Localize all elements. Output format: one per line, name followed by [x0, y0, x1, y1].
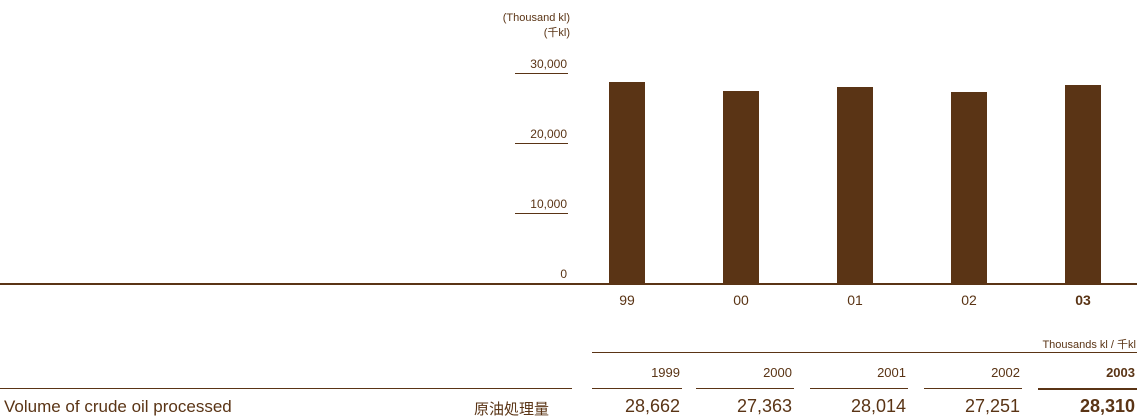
bar-99: [609, 82, 645, 283]
y-tick-rule: [515, 143, 568, 144]
y-unit-label-jp: (千kl): [543, 27, 570, 39]
y-tick-rule: [515, 73, 568, 74]
column-header-rule: [1038, 388, 1137, 390]
column-header: 2003: [1106, 365, 1135, 380]
bar-03: [1065, 84, 1101, 283]
bar-00: [723, 91, 759, 283]
column-header-rule: [810, 388, 908, 389]
column-header: 2002: [991, 365, 1020, 380]
table-top-rule: [592, 352, 1137, 353]
row-label-en: Volume of crude oil processed: [4, 397, 232, 416]
y-tick-label: 30,000: [530, 57, 567, 71]
x-tick-label: 02: [961, 292, 977, 308]
y-tick-label: 10,000: [530, 197, 567, 211]
column-header: 1999: [651, 365, 680, 380]
table-cell: 27,251: [964, 396, 1020, 416]
y-tick-rule: [515, 213, 568, 214]
bar-02: [951, 92, 987, 283]
y-tick-label: 20,000: [530, 127, 567, 141]
row-label-rule: [0, 388, 572, 389]
column-header-rule: [696, 388, 794, 389]
y-tick-label: 0: [560, 267, 567, 281]
x-tick-label: 01: [847, 292, 863, 308]
column-header: 2000: [763, 365, 792, 380]
x-tick-label: 03: [1075, 292, 1091, 308]
table-cell: 28,014: [850, 396, 906, 416]
table-unit-label: Thousands kl / 千kl: [1042, 339, 1136, 351]
column-header-rule: [592, 388, 682, 389]
x-tick-label: 99: [619, 292, 635, 308]
row-label-jp: 原油処理量: [474, 401, 550, 418]
table-cell: 28,662: [624, 396, 680, 416]
x-tick-label: 00: [733, 292, 749, 308]
table-cell: 27,363: [736, 396, 792, 416]
x-axis-baseline: [0, 283, 1137, 285]
table-cell: 28,310: [1079, 396, 1135, 416]
y-unit-label-en: (Thousand kl): [502, 12, 570, 24]
column-header-rule: [924, 388, 1022, 389]
column-header: 2001: [877, 365, 906, 380]
bar-01: [837, 86, 873, 283]
